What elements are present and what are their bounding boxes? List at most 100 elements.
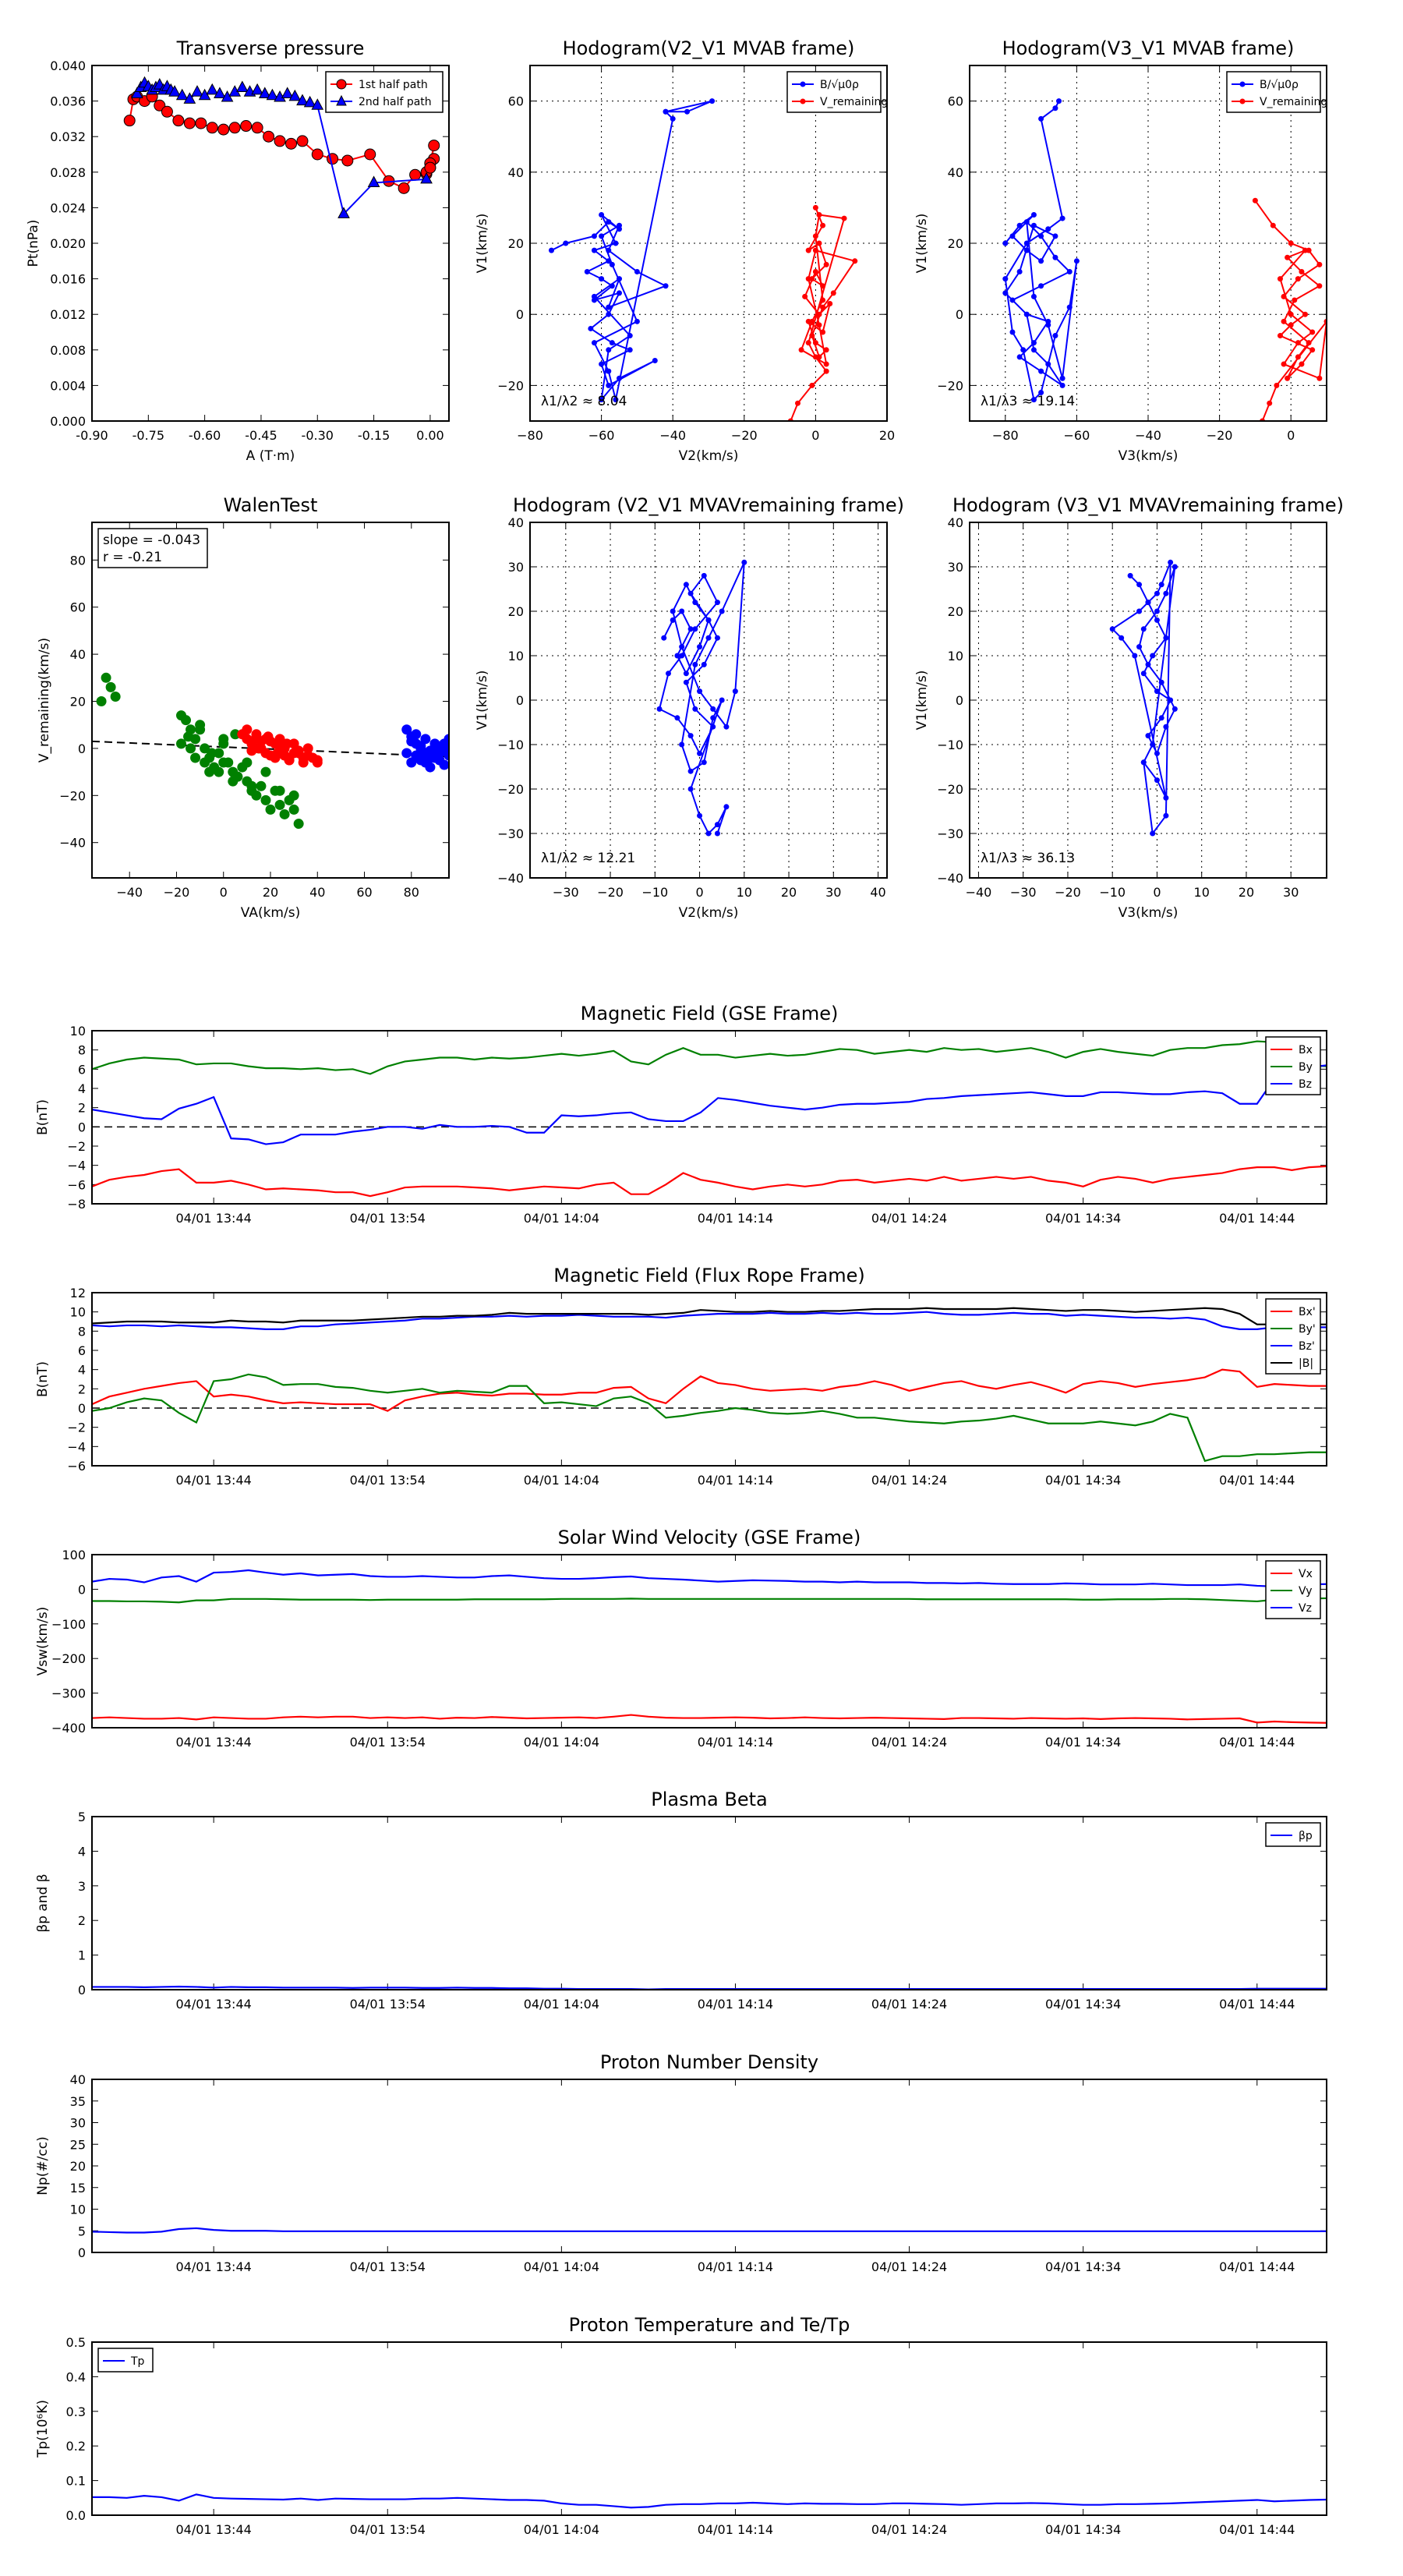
- hodogram-v3v1-mvab-series-b-0--point: [1030, 340, 1037, 346]
- walen-test-xtick-label: 0: [220, 885, 228, 900]
- transverse-pressure-series-1st-half-path-point: [398, 182, 410, 194]
- solar-wind-velocity-xtick-label: 04/01 14:34: [1045, 1735, 1121, 1750]
- proton-number-density-plot-area: [92, 2227, 1327, 2234]
- hodogram-v3v1-mvav-series-0-point: [1140, 626, 1147, 632]
- walen-test-series-1-point: [242, 724, 253, 735]
- hodogram-v2v1-mvab-series-v-remaining-line: [790, 207, 857, 421]
- hodogram-v3v1-mvab-series-b-0--point: [1030, 222, 1037, 228]
- magnetic-field-gse-ytick-label: 6: [78, 1062, 86, 1077]
- walen-test-series-0-point: [256, 780, 267, 791]
- solar-wind-velocity-ytick-label: −200: [51, 1651, 86, 1666]
- hodogram-v2v1-mvab-series-b-0--point: [584, 268, 590, 274]
- walen-test-xtick-label: 20: [263, 885, 278, 900]
- walen-test-series-1-point: [312, 757, 323, 768]
- walen-test-series-2-point: [436, 741, 447, 752]
- hodogram-v2v1-mvab-title: Hodogram(V2_V1 MVAB frame): [563, 37, 855, 59]
- hodogram-v2v1-mvab-series-b-0--point: [663, 108, 669, 115]
- proton-number-density-title: Proton Number Density: [600, 2051, 818, 2073]
- hodogram-v3v1-mvav-series-0-point: [1145, 733, 1151, 739]
- walen-test-series-2-point: [444, 750, 449, 761]
- hodogram-v3v1-mvab-series-b-0--point: [1045, 322, 1051, 328]
- hodogram-v3v1-mvab-legend: [1226, 71, 1321, 113]
- transverse-pressure-series-2nd-half-path-point: [131, 87, 143, 98]
- hodogram-v2v1-mvav-ytick-label: −10: [497, 738, 524, 752]
- walen-test-series-0-point: [207, 748, 217, 759]
- magnetic-field-gse-ytick-label: −4: [67, 1159, 86, 1173]
- hodogram-v2v1-mvav-xtick-label: 10: [737, 885, 752, 900]
- hodogram-v2v1-mvav-xtick-label: −30: [553, 885, 579, 900]
- walen-test-series-0-point: [190, 752, 201, 763]
- hodogram-v2v1-mvab-series-b-0--point: [599, 276, 605, 282]
- hodogram-v2v1-mvab-series-v-remaining-point: [852, 258, 858, 264]
- transverse-pressure-series-1st-half-path-point: [217, 123, 230, 136]
- walen-test-ytick-label: 20: [70, 695, 86, 709]
- hodogram-v3v1-mvab-series-v-remaining-point: [1299, 361, 1305, 367]
- solar-wind-velocity-xtick-label: 04/01 14:14: [698, 1735, 773, 1750]
- magnetic-field-gse-ytick-label: 8: [78, 1043, 86, 1058]
- hodogram-v3v1-mvav-series-0-point: [1154, 688, 1160, 695]
- walen-test-series-1-point: [281, 738, 292, 749]
- hodogram-v3v1-mvab-series-b-0--point: [1059, 375, 1066, 381]
- transverse-pressure-xtick-label: -0.90: [76, 428, 108, 443]
- transverse-pressure-series-1st-half-path-point: [263, 130, 275, 143]
- magnetic-field-gse-legend-label: Bx: [1299, 1044, 1313, 1056]
- hodogram-v2v1-mvab-series-b-0--point: [617, 222, 622, 228]
- transverse-pressure-xtick-label: -0.75: [133, 428, 164, 443]
- hodogram-v2v1-mvab-xtick-label: −20: [731, 428, 758, 443]
- hodogram-v3v1-mvav-series-0-point: [1154, 590, 1160, 596]
- transverse-pressure-xtick-label: -0.45: [245, 428, 277, 443]
- magnetic-field-gse-xtick-label: 04/01 14:44: [1219, 1211, 1295, 1226]
- transverse-pressure-ytick-label: 0.004: [50, 378, 86, 393]
- walen-test-series-2-point: [420, 734, 431, 745]
- magnetic-field-gse-frame: [91, 1030, 1327, 1205]
- hodogram-v3v1-mvav-title: Hodogram (V3_V1 MVAVremaining frame): [952, 494, 1344, 516]
- walen-test-series-0-point: [288, 804, 299, 815]
- hodogram-v2v1-mvav-ylabel: V1(km/s): [475, 671, 490, 731]
- transverse-pressure-series-1st-half-path-point: [274, 135, 286, 147]
- hodogram-v2v1-mvab-series-b-0--point: [599, 212, 605, 218]
- hodogram-v2v1-mvav-ytick-label: 10: [508, 649, 524, 663]
- hodogram-v3v1-mvab-xtick-label: −80: [992, 428, 1019, 443]
- hodogram-v3v1-mvab-series-b-0--point: [1059, 215, 1066, 221]
- hodogram-v3v1-mvab-plot-area: [1002, 98, 1327, 421]
- hodogram-v3v1-mvav-series-0-point: [1140, 671, 1147, 677]
- walen-test-series-2-point: [406, 736, 417, 747]
- hodogram-v2v1-mvab-series-b-0--point: [591, 340, 597, 346]
- proton-number-density-xtick-label: 04/01 14:44: [1219, 2259, 1295, 2274]
- hodogram-v3v1-mvav-series-0-point: [1163, 812, 1169, 819]
- transverse-pressure-series-2nd-half-path-point: [367, 175, 380, 187]
- hodogram-v2v1-mvab-series-b-0--point: [563, 240, 569, 246]
- hodogram-v2v1-mvav-series-0-point: [741, 559, 747, 565]
- hodogram-v3v1-mvab-series-b-0--point: [1052, 333, 1058, 339]
- hodogram-v3v1-mvab-series-v-remaining-point: [1316, 375, 1323, 381]
- proton-temperature-ytick-label: 0.2: [66, 2439, 86, 2454]
- magnetic-field-gse-chart: Magnetic Field (GSE Frame) 04/01 13:44 04/…: [35, 1003, 1327, 1226]
- hodogram-v2v1-mvav-series-0-point: [679, 644, 685, 650]
- hodogram-v2v1-mvab-series-v-remaining-point: [841, 215, 847, 221]
- walen-test-annotation-line: slope = -0.043: [103, 533, 200, 548]
- hodogram-v3v1-mvav-xtick-label: −30: [1010, 885, 1037, 900]
- hodogram-v2v1-mvav-series-0-point: [679, 741, 685, 748]
- plasma-beta-ylabel: βp and β: [35, 1874, 51, 1932]
- hodogram-v2v1-mvab-series-v-remaining-point: [820, 304, 826, 310]
- hodogram-v2v1-mvav-series-0-point: [683, 582, 689, 588]
- hodogram-v2v1-mvav-series-0-point: [701, 759, 707, 766]
- hodogram-v2v1-mvav-series-0-point: [687, 786, 694, 792]
- transverse-pressure-series-1st-half-path-point: [161, 105, 173, 118]
- hodogram-v2v1-mvab-ytick-label: 20: [508, 236, 524, 251]
- transverse-pressure-chart: Transverse pressure -0.90 -0.75 -0.60 -0.45 -…: [26, 37, 450, 464]
- walen-test-series-0-point: [186, 743, 196, 754]
- hodogram-v3v1-mvab-series-b-0--point: [1073, 258, 1080, 264]
- hodogram-v3v1-mvab-series-v-remaining-point: [1281, 361, 1287, 367]
- hodogram-v2v1-mvav-series-0-point: [732, 688, 738, 695]
- magnetic-field-flux-rope-xtick-label: 04/01 14:14: [698, 1473, 773, 1488]
- magnetic-field-flux-rope-series-bz--line: [92, 1311, 1327, 1330]
- hodogram-v2v1-mvab-series-v-remaining-point: [830, 290, 836, 296]
- transverse-pressure-series-1st-half-path-point: [285, 137, 298, 150]
- plasma-beta-xtick-label: 04/01 14:44: [1219, 1997, 1295, 2012]
- hodogram-v2v1-mvav-series-0-point: [670, 617, 676, 623]
- hodogram-v3v1-mvab-series-b-0--point: [1052, 254, 1058, 260]
- hodogram-v2v1-mvab-series-v-remaining-point: [816, 311, 822, 317]
- hodogram-v2v1-mvab-series-b-0--point: [606, 368, 612, 374]
- hodogram-v3v1-mvab-series-v-remaining-point: [1281, 318, 1287, 324]
